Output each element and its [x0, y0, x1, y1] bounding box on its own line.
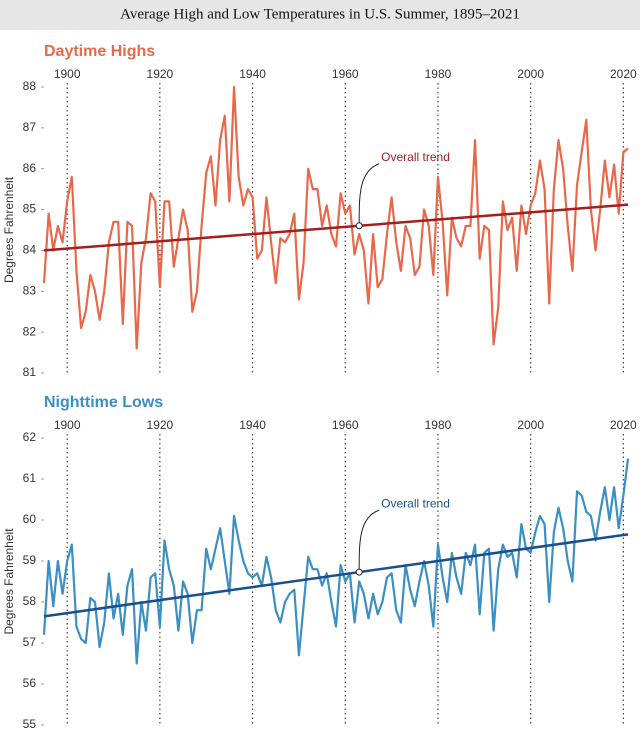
y-tick-label: 62: [23, 430, 37, 444]
annotation-text: Overall trend: [381, 150, 450, 164]
x-tick-label: 1900: [54, 67, 81, 81]
y-tick-label: 85: [23, 202, 37, 216]
annotation-marker: [355, 568, 363, 576]
annotation-leader: [358, 509, 380, 570]
title-bar: [0, 0, 640, 30]
y-tick-label: 82: [23, 324, 37, 338]
data-line: [42, 85, 629, 350]
x-tick-label: 1960: [332, 418, 359, 432]
x-tick-label: 1900: [54, 418, 81, 432]
y-tick-label: 88: [23, 79, 37, 93]
chart-title: Nighttime Lows: [44, 394, 163, 411]
x-tick-label: 1960: [332, 67, 359, 81]
x-tick-label: 1940: [239, 418, 266, 432]
annotation-text: Overall trend: [381, 496, 450, 510]
y-tick-label: 81: [23, 365, 37, 379]
trend-line: [43, 203, 629, 252]
y-tick-label: 58: [23, 594, 37, 608]
x-tick-label: 2020: [610, 418, 637, 432]
x-tick-label: 1940: [239, 67, 266, 81]
y-tick-label: 84: [23, 243, 37, 257]
data-line: [42, 458, 630, 665]
y-axis-label: Degrees Fahrenheit: [2, 528, 16, 635]
y-tick-label: 55: [23, 717, 37, 731]
trend-line: [43, 533, 629, 618]
x-tick-label: 1980: [425, 67, 452, 81]
y-tick-label: 86: [23, 161, 37, 175]
y-tick-label: 56: [23, 676, 37, 690]
page-title: Average High and Low Temperatures in U.S…: [120, 6, 520, 22]
chart-title: Daytime Highs: [44, 43, 155, 60]
x-tick-label: 1980: [425, 418, 452, 432]
x-tick-label: 1920: [147, 67, 174, 81]
y-tick-label: 60: [23, 512, 37, 526]
x-tick-label: 2000: [517, 67, 544, 81]
y-tick-label: 57: [23, 635, 37, 649]
y-tick-label: 61: [23, 471, 37, 485]
y-tick-label: 87: [23, 120, 37, 134]
x-tick-label: 2020: [610, 67, 637, 81]
x-tick-label: 2000: [517, 418, 544, 432]
x-tick-label: 1920: [147, 418, 174, 432]
annotation-marker: [355, 222, 363, 230]
y-axis-label: Degrees Fahrenheit: [2, 176, 16, 283]
annotation-leader: [358, 163, 380, 223]
y-tick-label: 59: [23, 553, 37, 567]
y-tick-label: 83: [23, 283, 37, 297]
